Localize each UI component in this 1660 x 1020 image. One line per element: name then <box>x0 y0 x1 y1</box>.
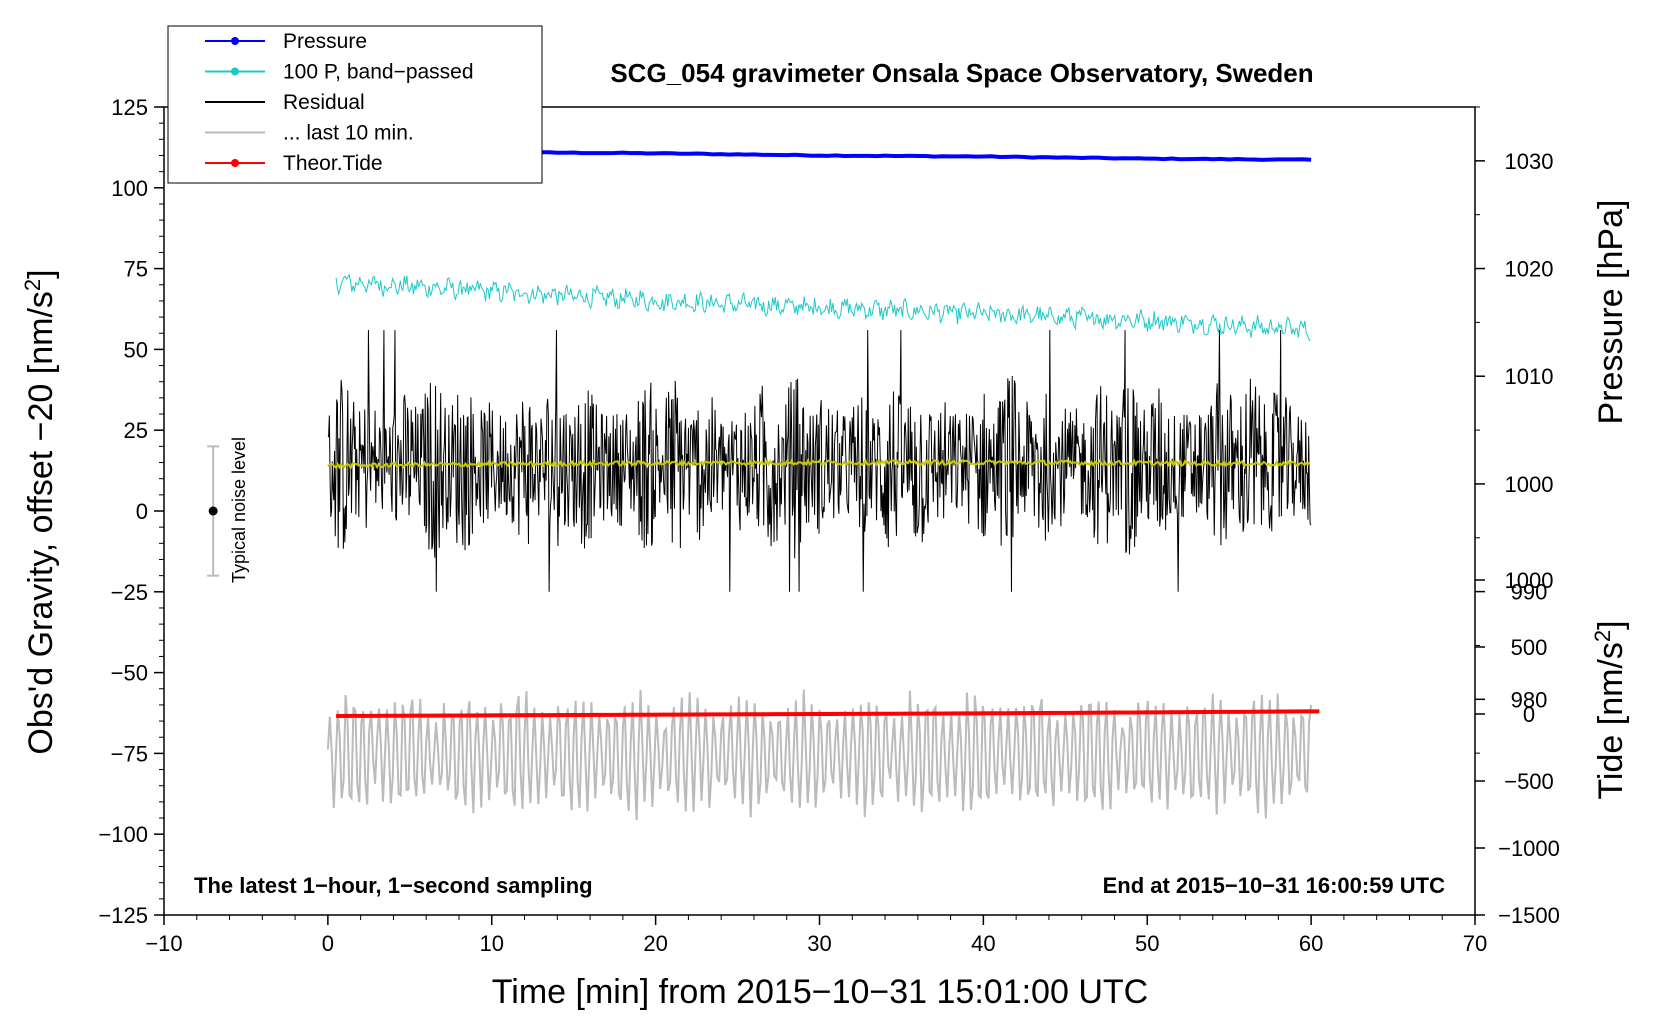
legend-entry: 100 P, band−passed <box>205 61 474 84</box>
y-left-tick-label: 100 <box>111 176 148 201</box>
x-tick-label: 0 <box>322 931 334 956</box>
legend-marker <box>231 159 239 167</box>
x-tick-label: 70 <box>1463 931 1487 956</box>
legend-box <box>167 25 543 184</box>
tide-axis-label-sup: 2 <box>1590 630 1615 642</box>
x-tick-label: 30 <box>807 931 831 956</box>
y-left-tick-label: 125 <box>111 95 148 120</box>
noise-level-label: Typical noise level <box>229 437 249 583</box>
legend-label: Residual <box>283 91 365 114</box>
x-tick-label: −10 <box>145 931 182 956</box>
tide-tick-label: 0 <box>1523 702 1535 727</box>
tide-tick-label: 500 <box>1511 635 1548 660</box>
legend-marker <box>231 37 239 45</box>
tide-axis-ticks: 1000 500 0 −500 −1000 −1500 <box>1475 568 1560 928</box>
note-right: End at 2015−10−31 16:00:59 UTC <box>1103 873 1446 898</box>
y-left-axis-label-sup: 2 <box>20 279 45 291</box>
legend-entry: Residual <box>205 91 365 114</box>
pressure-tick-label: 1020 <box>1505 257 1554 282</box>
legend-entry: ... last 10 min. <box>205 122 414 145</box>
legend-entry: Theor.Tide <box>205 152 383 175</box>
tide-tick-label: −500 <box>1504 769 1554 794</box>
tide-tick-label: 1000 <box>1505 568 1554 593</box>
y-left-tick-label: −25 <box>111 580 148 605</box>
pressure-tick-label: 1030 <box>1505 149 1554 174</box>
y-left-tick-label: 25 <box>124 418 148 443</box>
y-left-tick-label: −50 <box>111 661 148 686</box>
noise-level-marker <box>207 445 220 577</box>
tide-tick-label: −1000 <box>1498 836 1560 861</box>
y-left-tick-label: −100 <box>98 822 148 847</box>
pressure-axis-label: Pressure [hPa] <box>1592 200 1630 425</box>
x-axis-ticks: −10 0 10 20 30 40 50 60 70 <box>145 915 1487 956</box>
series-theor-tide <box>336 709 1320 718</box>
series-residual-smoothed <box>327 457 1311 470</box>
y-left-tick-label: 75 <box>124 257 148 282</box>
noise-center-dot <box>208 506 218 516</box>
series-residual <box>327 330 1312 592</box>
y-left-axis-ticks: 125 100 75 50 25 0 −25 −50 −75 −100 −125 <box>98 95 164 928</box>
legend-label: ... last 10 min. <box>283 122 414 145</box>
legend-marker <box>231 67 239 76</box>
chart-title: SCG_054 gravimeter Onsala Space Observat… <box>610 58 1313 88</box>
y-left-tick-label: −125 <box>98 903 148 928</box>
y-left-tick-label: 50 <box>124 337 148 362</box>
legend-label: 100 P, band−passed <box>283 61 474 84</box>
x-tick-label: 40 <box>971 931 995 956</box>
series-last-10-min <box>326 689 1313 821</box>
legend: Pressure 100 P, band−passed Residual ... la… <box>167 25 543 184</box>
series-layer <box>326 148 1320 821</box>
legend-entry: Pressure <box>205 30 367 53</box>
tide-axis-label-end: ] <box>1592 620 1630 629</box>
x-axis-label: Time [min] from 2015−10−31 15:01:00 UTC <box>492 973 1148 1011</box>
note-left: The latest 1−hour, 1−second sampling <box>194 873 593 898</box>
x-tick-label: 10 <box>480 931 504 956</box>
pressure-tick-label: 990 <box>1511 580 1548 605</box>
tide-axis-label: Tide [nm/s2] <box>1590 620 1630 799</box>
y-left-axis-label-end: ] <box>22 269 60 278</box>
x-tick-label: 20 <box>643 931 667 956</box>
y-left-axis-label: Obs'd Gravity, offset −20 [nm/s2] <box>20 269 60 754</box>
series-band-passed-pressure <box>335 273 1311 342</box>
tide-axis-label-main: Tide [nm/s <box>1592 642 1630 799</box>
y-left-tick-label: 0 <box>136 499 148 524</box>
y-left-axis-label-main: Obs'd Gravity, offset −20 [nm/s <box>22 291 60 754</box>
y-left-tick-label: −75 <box>111 741 148 766</box>
pressure-tick-label: 1000 <box>1505 472 1554 497</box>
x-tick-label: 60 <box>1299 931 1323 956</box>
legend-label: Pressure <box>283 30 367 53</box>
tide-tick-label: −1500 <box>1498 903 1560 928</box>
legend-entries: Pressure 100 P, band−passed Residual ... la… <box>205 30 474 175</box>
pressure-tick-label: 1010 <box>1505 364 1554 389</box>
x-tick-label: 50 <box>1135 931 1159 956</box>
pressure-tick-label: 980 <box>1511 687 1548 712</box>
legend-label: Theor.Tide <box>283 152 383 175</box>
